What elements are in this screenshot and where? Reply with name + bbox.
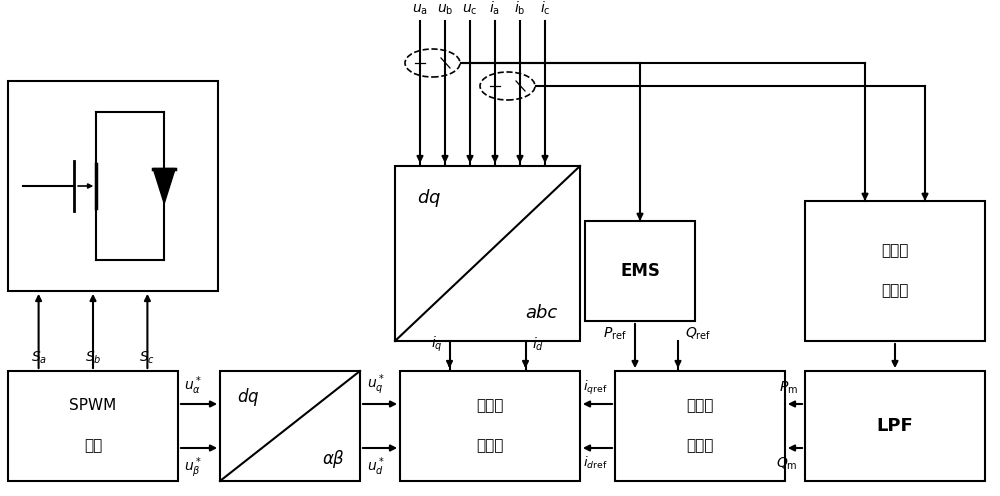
Text: $i_{q{\rm ref}}$: $i_{q{\rm ref}}$: [583, 379, 608, 397]
Text: 率计算: 率计算: [881, 284, 909, 299]
Text: $i_{\rm c}$: $i_{\rm c}$: [540, 0, 550, 17]
Text: $i_q$: $i_q$: [431, 334, 442, 354]
Text: $i_{\rm b}$: $i_{\rm b}$: [514, 0, 526, 17]
Text: $S_a$: $S_a$: [31, 350, 47, 366]
Text: $dq$: $dq$: [237, 386, 259, 408]
Text: $u_q^*$: $u_q^*$: [367, 372, 385, 397]
Text: $i_{d{\rm ref}}$: $i_{d{\rm ref}}$: [583, 455, 608, 471]
Bar: [220, 371, 360, 481]
Text: $\alpha\beta$: $\alpha\beta$: [322, 448, 345, 470]
Text: abc: abc: [526, 304, 558, 322]
Text: EMS: EMS: [620, 262, 660, 280]
Bar: [400, 371, 580, 481]
Bar: [805, 201, 985, 341]
Text: SPWM: SPWM: [69, 398, 117, 414]
Bar: [615, 371, 785, 481]
Text: $u_{\rm a}$: $u_{\rm a}$: [412, 2, 428, 17]
Text: $P_{\rm ref}$: $P_{\rm ref}$: [603, 326, 627, 342]
Text: $dq$: $dq$: [417, 187, 441, 209]
Text: $P_{\rm m}$: $P_{\rm m}$: [779, 379, 798, 396]
Text: 驱动: 驱动: [84, 438, 102, 453]
Bar: [805, 371, 985, 481]
Text: $S_c$: $S_c$: [139, 350, 155, 366]
Text: $u_d^*$: $u_d^*$: [367, 455, 385, 478]
Text: $u_{\beta}^*$: $u_{\beta}^*$: [184, 455, 202, 480]
Bar: [8, 371, 178, 481]
Text: $u_{\alpha}^*$: $u_{\alpha}^*$: [184, 374, 202, 397]
Text: $Q_{\rm m}$: $Q_{\rm m}$: [776, 456, 798, 472]
Text: 功率外: 功率外: [686, 398, 714, 414]
Text: $i_{\rm a}$: $i_{\rm a}$: [489, 0, 501, 17]
Text: 电流内: 电流内: [476, 398, 504, 414]
Text: LPF: LPF: [877, 417, 913, 435]
Text: $S_b$: $S_b$: [85, 350, 101, 366]
Bar: [8, 81, 218, 291]
Text: 瞬时功: 瞬时功: [881, 244, 909, 258]
Bar: [585, 221, 695, 321]
Bar: [395, 166, 580, 341]
Text: $u_{\rm b}$: $u_{\rm b}$: [437, 2, 453, 17]
Text: $u_{\rm c}$: $u_{\rm c}$: [462, 2, 478, 17]
Text: $i_d$: $i_d$: [532, 335, 545, 353]
Text: $Q_{\rm ref}$: $Q_{\rm ref}$: [685, 326, 711, 342]
Polygon shape: [153, 169, 175, 203]
Text: 环控制: 环控制: [476, 438, 504, 453]
Text: 环控制: 环控制: [686, 438, 714, 453]
